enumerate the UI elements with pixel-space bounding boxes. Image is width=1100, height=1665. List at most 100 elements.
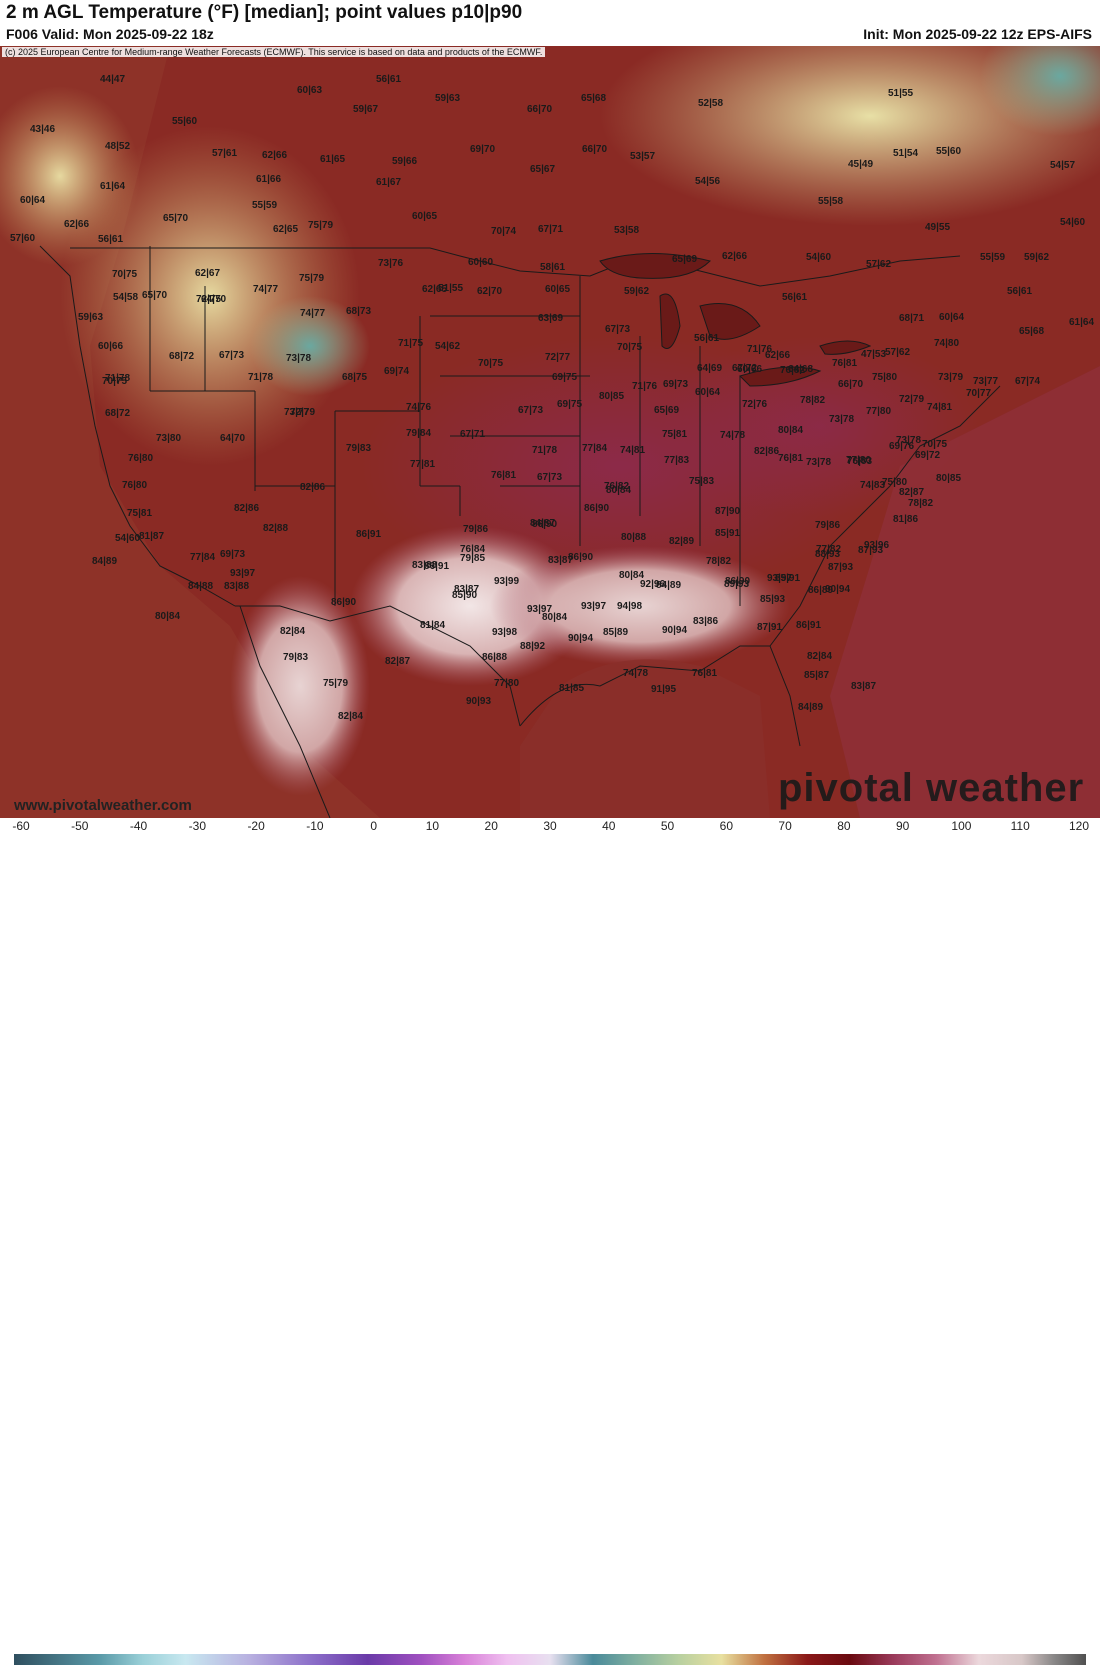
point-value-label: 54|56 — [695, 176, 720, 187]
temperature-map[interactable]: 44|47 56|61 60|63 59|63 65|68 52|58 51|55 43|46… — [0, 46, 1100, 818]
point-value-label: 60|64 — [939, 312, 964, 323]
point-value-label: 82|84 — [280, 626, 305, 637]
point-value-label: 86|90 — [532, 519, 557, 530]
point-value-label: 68|75 — [342, 372, 367, 383]
point-value-label: 76|81 — [778, 453, 803, 464]
point-value-label: 73|77 — [973, 376, 998, 387]
point-value-label: 76|81 — [832, 358, 857, 369]
point-value-label: 60|64 — [695, 387, 720, 398]
point-value-label: 73|77 — [284, 407, 309, 418]
point-value-labels: 44|47 56|61 60|63 59|63 65|68 52|58 51|55 43|46… — [10, 74, 1094, 722]
point-value-label: 54|58 — [113, 292, 138, 303]
point-value-label: 93|97 — [767, 573, 792, 584]
point-value-label: 88|92 — [520, 641, 545, 652]
point-value-label: 77|81 — [410, 459, 435, 470]
point-value-label: 76|81 — [491, 470, 516, 481]
point-value-label: 54|57 — [1050, 160, 1075, 171]
point-value-label: 68|72 — [105, 408, 130, 419]
point-value-label: 68|71 — [899, 313, 924, 324]
point-value-label: 82|84 — [338, 711, 363, 722]
point-value-label: 71|76 — [632, 381, 657, 392]
point-value-label: 68|72 — [169, 351, 194, 362]
point-value-label: 81|86 — [893, 514, 918, 525]
point-value-label: 85|89 — [603, 627, 628, 638]
point-value-label: 65|68 — [581, 93, 606, 104]
point-value-label: 60|66 — [98, 341, 123, 352]
point-value-label: 71|78 — [105, 373, 130, 384]
point-value-label: 69|73 — [220, 549, 245, 560]
point-value-label: 79|86 — [463, 524, 488, 535]
cool-region-east-canada — [600, 46, 1100, 226]
point-value-label: 78|82 — [706, 556, 731, 567]
colorbar-tick-label: -60 — [12, 819, 30, 833]
point-value-label: 69|76 — [889, 441, 914, 452]
point-value-label: 65|70 — [163, 213, 188, 224]
point-value-label: 55|59 — [252, 200, 277, 211]
borders — [39, 245, 1001, 818]
point-value-label: 68|73 — [346, 306, 371, 317]
point-value-label: 85|93 — [760, 594, 785, 605]
point-value-label: 86|91 — [424, 561, 449, 572]
cool-region-rockies — [250, 296, 370, 396]
point-value-label: 66|70 — [527, 104, 552, 115]
hot-region-southeast — [490, 546, 790, 666]
point-value-label: 57|62 — [885, 347, 910, 358]
point-value-label: 80|84 — [155, 611, 180, 622]
point-value-label: 49|55 — [925, 222, 950, 233]
point-value-label: 61|67 — [376, 177, 401, 188]
point-value-label: 79|83 — [346, 443, 371, 454]
point-value-label: 56|61 — [782, 292, 807, 303]
colorbar-tick-label: 110 — [1010, 819, 1030, 833]
colorbar-tick-label: 80 — [837, 819, 851, 833]
point-value-label: 73|79 — [938, 372, 963, 383]
website-link[interactable]: www.pivotalweather.com — [14, 797, 192, 814]
point-value-label: 83|87 — [454, 584, 479, 595]
point-value-label: 59|63 — [435, 93, 460, 104]
point-value-label: 62|66 — [262, 150, 287, 161]
colorbar-tick-label: 30 — [543, 819, 557, 833]
point-value-label: 83|87 — [548, 555, 573, 566]
point-value-label: 77|84 — [190, 552, 215, 563]
point-value-label: 86|90 — [331, 597, 356, 608]
point-value-label: 67|74 — [1015, 376, 1040, 387]
point-value-label: 60|65 — [412, 211, 437, 222]
point-value-label: 69|70 — [470, 144, 495, 155]
point-value-label: 61|64 — [1069, 317, 1094, 328]
colorbar-tick-label: 50 — [660, 819, 675, 833]
point-value-label: 65|67 — [530, 164, 555, 175]
point-value-label: 71|76 — [747, 344, 772, 355]
point-value-label: 67|73 — [605, 324, 630, 335]
point-value-label: 82|87 — [385, 656, 410, 667]
point-value-label: 70|75 — [102, 376, 127, 387]
point-value-label: 74|81 — [927, 402, 952, 413]
point-value-label: 52|58 — [698, 98, 723, 109]
gulf-of-mexico — [520, 659, 770, 818]
point-value-label: 72|76 — [742, 399, 767, 410]
point-value-label: 62|70 — [477, 286, 502, 297]
point-value-label: 72|79 — [899, 394, 924, 405]
point-value-label: 75|79 — [323, 678, 348, 689]
point-value-label: 47|53 — [861, 349, 886, 360]
point-value-label: 62|66 — [64, 219, 89, 230]
point-value-label: 86|90 — [568, 552, 593, 563]
point-value-label: 61|65 — [320, 154, 345, 165]
point-value-label: 84|88 — [188, 581, 213, 592]
point-value-label: 71|75 — [398, 338, 423, 349]
point-value-label: 67|71 — [538, 224, 563, 235]
point-value-label: 80|84 — [619, 570, 644, 581]
point-value-label: 44|47 — [100, 74, 125, 85]
colorbar-tick-label: 60 — [719, 819, 734, 833]
point-value-label: 69|75 — [552, 372, 577, 383]
point-value-label: 81|84 — [420, 620, 445, 631]
point-value-label: 60|64 — [20, 195, 45, 206]
point-value-label: 77|83 — [664, 455, 689, 466]
point-value-label: 94|98 — [617, 601, 642, 612]
point-value-label: 69|75 — [557, 399, 582, 410]
colorbar-tick-label: -30 — [188, 819, 206, 833]
point-value-label: 82|84 — [807, 651, 832, 662]
point-value-label: 48|52 — [105, 141, 130, 152]
point-value-label: 65|68 — [1019, 326, 1044, 337]
point-value-label: 82|86 — [300, 482, 325, 493]
colorbar-tick-label: 10 — [425, 819, 440, 833]
point-value-label: 84|87 — [530, 518, 555, 529]
